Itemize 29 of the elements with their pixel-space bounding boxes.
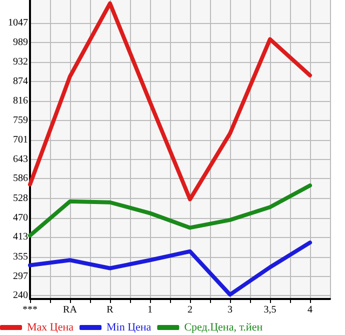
y-tick-label: 297 (13, 270, 28, 282)
x-tick-label: 1 (148, 304, 152, 316)
y-tick-label: 816 (13, 96, 28, 107)
y-tick-label: 586 (13, 173, 28, 184)
y-tick-label: 932 (13, 56, 28, 68)
y-tick-label: 874 (13, 76, 28, 87)
x-tick-label: 3 (228, 304, 232, 316)
y-tick-label: 759 (13, 114, 28, 126)
y-tick-label: 240 (13, 290, 28, 302)
line-series (28, 183, 312, 238)
y-tick-label: 1047 (8, 17, 28, 28)
x-tick-label: *** (22, 304, 38, 316)
y-tick-label: 528 (13, 192, 28, 204)
legend-label: Сред.Цена, т.йен (184, 322, 263, 334)
y-tick-label: 470 (13, 212, 28, 224)
y-tick-label: 413 (13, 232, 28, 243)
legend-label: Min Цена (106, 322, 152, 334)
x-tick-label: 3,5 (264, 304, 276, 316)
x-tick-label: RA (63, 304, 78, 316)
legend-label: Max Цена (27, 322, 74, 334)
y-tick-label: 355 (13, 251, 28, 262)
line-series (28, 240, 312, 297)
y-tick-label: 643 (13, 154, 28, 165)
x-tick-label: 4 (308, 304, 312, 316)
y-tick-label: 701 (13, 134, 28, 146)
line-series (28, 1, 312, 202)
x-tick-label: 2 (188, 304, 192, 316)
y-tick-label: 989 (13, 37, 28, 48)
x-tick-label: R (106, 304, 114, 316)
